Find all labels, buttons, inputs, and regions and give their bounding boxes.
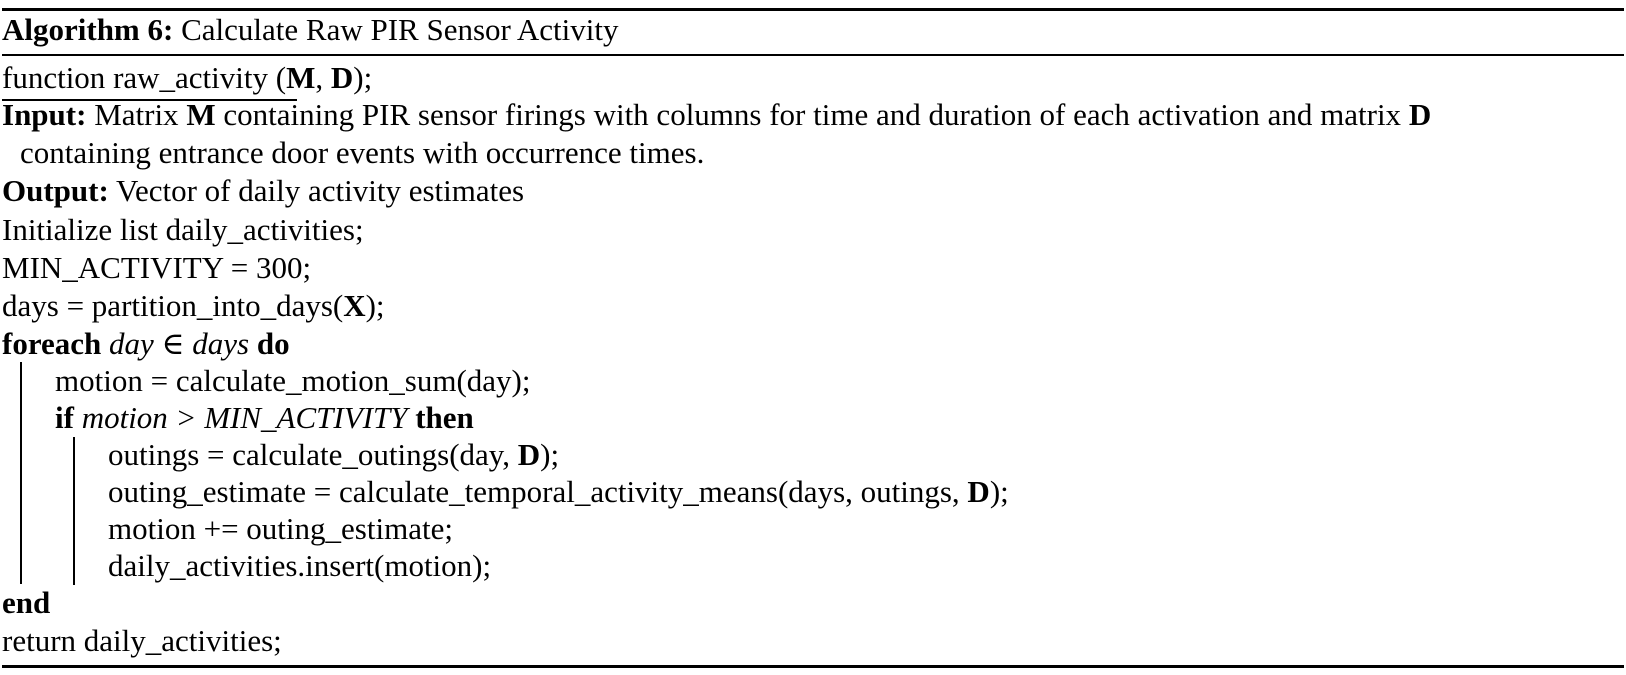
input-line-continued: containing entrance door events with occ… bbox=[20, 135, 705, 170]
step-outing-estimate: outing_estimate = calculate_temporal_act… bbox=[108, 474, 1009, 510]
top-rule bbox=[2, 8, 1624, 11]
if-keyword: if bbox=[55, 400, 74, 435]
output-label: Output: bbox=[2, 173, 109, 208]
output-text: Vector of daily activity estimates bbox=[116, 173, 525, 208]
input-line: Input: Matrix M containing PIR sensor fi… bbox=[2, 97, 1431, 133]
estimate-matrix-d: D bbox=[967, 474, 990, 509]
foreach-in: ∈ bbox=[153, 326, 193, 361]
signature-underline bbox=[2, 99, 297, 101]
estimate-text-a: outing_estimate = calculate_temporal_act… bbox=[108, 474, 968, 509]
step-motion: motion = calculate_motion_sum(day); bbox=[55, 363, 531, 398]
input-matrix-m: M bbox=[186, 97, 216, 132]
arg-sep: , bbox=[315, 60, 331, 95]
days-matrix-x: X bbox=[343, 288, 366, 323]
step-foreach: foreach day ∈ days do bbox=[2, 326, 290, 362]
input-text-b: containing PIR sensor firings with colum… bbox=[215, 97, 1409, 132]
days-text-b: ); bbox=[365, 288, 385, 323]
step-min-activity: MIN_ACTIVITY = 300; bbox=[2, 250, 312, 285]
arg-m: M bbox=[286, 60, 316, 95]
step-return: return daily_activities; bbox=[2, 623, 282, 658]
input-label: Input: bbox=[2, 97, 87, 132]
if-block-bar bbox=[73, 437, 75, 585]
algorithm-title: Calculate Raw PIR Sensor Activity bbox=[181, 12, 619, 47]
if-condition: motion > MIN_ACTIVITY bbox=[81, 400, 408, 435]
step-outings: outings = calculate_outings(day, D); bbox=[108, 437, 559, 473]
foreach-set: days bbox=[192, 326, 250, 361]
caption-rule bbox=[2, 54, 1624, 56]
algorithm-caption: Algorithm 6: Calculate Raw PIR Sensor Ac… bbox=[2, 12, 618, 48]
then-keyword: then bbox=[415, 400, 474, 435]
outings-matrix-d: D bbox=[517, 437, 541, 472]
outings-text-b: ); bbox=[540, 437, 560, 472]
input-text-a: Matrix bbox=[94, 97, 187, 132]
estimate-text-b: ); bbox=[989, 474, 1009, 509]
paren-close: ); bbox=[353, 60, 373, 95]
paren-open: ( bbox=[268, 60, 287, 95]
do-keyword: do bbox=[256, 326, 290, 361]
end-keyword: end bbox=[2, 585, 51, 620]
function-signature: function raw_activity (M, D); bbox=[2, 60, 372, 96]
step-insert: daily_activities.insert(motion); bbox=[108, 548, 492, 583]
foreach-var: day bbox=[109, 326, 154, 361]
step-motion-add: motion += outing_estimate; bbox=[108, 511, 453, 546]
foreach-block-bar bbox=[20, 362, 22, 584]
function-keyword: function bbox=[2, 60, 106, 95]
arg-d: D bbox=[330, 60, 354, 95]
step-if: if motion > MIN_ACTIVITY then bbox=[55, 400, 474, 436]
output-line: Output: Vector of daily activity estimat… bbox=[2, 173, 524, 209]
function-name: raw_activity bbox=[113, 60, 269, 95]
outings-text-a: outings = calculate_outings(day, bbox=[108, 437, 518, 472]
days-text-a: days = partition_into_days( bbox=[2, 288, 344, 323]
input-matrix-d: D bbox=[1408, 97, 1432, 132]
algorithm-label: Algorithm 6: bbox=[2, 12, 174, 47]
bottom-rule bbox=[2, 665, 1624, 668]
foreach-keyword: foreach bbox=[2, 326, 102, 361]
step-days: days = partition_into_days(X); bbox=[2, 288, 385, 324]
step-init: Initialize list daily_activities; bbox=[2, 212, 364, 247]
